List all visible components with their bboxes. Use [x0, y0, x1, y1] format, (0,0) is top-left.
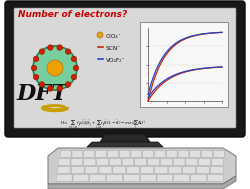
FancyBboxPatch shape — [148, 159, 160, 165]
FancyBboxPatch shape — [84, 151, 95, 157]
FancyBboxPatch shape — [199, 159, 210, 165]
FancyBboxPatch shape — [127, 167, 140, 173]
FancyBboxPatch shape — [143, 151, 154, 157]
FancyBboxPatch shape — [166, 151, 177, 157]
FancyBboxPatch shape — [5, 1, 245, 137]
Polygon shape — [100, 134, 150, 142]
FancyBboxPatch shape — [214, 151, 224, 157]
FancyBboxPatch shape — [141, 167, 154, 173]
Circle shape — [73, 65, 79, 71]
Circle shape — [97, 32, 103, 38]
FancyBboxPatch shape — [190, 175, 206, 181]
Circle shape — [71, 56, 77, 62]
FancyBboxPatch shape — [154, 167, 168, 173]
Circle shape — [31, 65, 37, 71]
Circle shape — [33, 56, 39, 62]
FancyBboxPatch shape — [85, 167, 98, 173]
FancyBboxPatch shape — [119, 151, 130, 157]
Circle shape — [65, 82, 71, 87]
Text: SCN⁻: SCN⁻ — [106, 46, 122, 51]
FancyBboxPatch shape — [71, 159, 83, 165]
FancyBboxPatch shape — [124, 175, 139, 181]
Text: Number of electrons?: Number of electrons? — [18, 10, 127, 19]
FancyBboxPatch shape — [157, 175, 173, 181]
FancyBboxPatch shape — [96, 151, 106, 157]
FancyBboxPatch shape — [210, 167, 223, 173]
FancyBboxPatch shape — [135, 159, 147, 165]
Text: VO₂F₂⁻: VO₂F₂⁻ — [106, 58, 126, 63]
FancyBboxPatch shape — [14, 8, 236, 128]
Circle shape — [57, 45, 62, 50]
Circle shape — [47, 60, 63, 76]
FancyBboxPatch shape — [160, 159, 172, 165]
FancyBboxPatch shape — [182, 167, 196, 173]
FancyBboxPatch shape — [131, 151, 142, 157]
FancyBboxPatch shape — [178, 151, 189, 157]
FancyBboxPatch shape — [57, 167, 70, 173]
FancyBboxPatch shape — [109, 159, 121, 165]
Circle shape — [39, 82, 45, 87]
Text: $H = \sum_{i<j,\sigma} f_{ij}\hat{d}_{i}\hat{S}_{i}\hat{S}_{j} + \sum_{i,j\sigma: $H = \sum_{i<j,\sigma} f_{ij}\hat{d}_{i}… — [60, 118, 146, 132]
FancyBboxPatch shape — [107, 151, 118, 157]
FancyBboxPatch shape — [208, 175, 223, 181]
FancyBboxPatch shape — [106, 175, 122, 181]
Text: DFT: DFT — [17, 83, 68, 105]
FancyBboxPatch shape — [174, 175, 190, 181]
FancyBboxPatch shape — [122, 159, 134, 165]
FancyBboxPatch shape — [60, 151, 71, 157]
FancyBboxPatch shape — [72, 151, 83, 157]
Bar — [140, 22, 228, 107]
Polygon shape — [48, 148, 236, 184]
FancyBboxPatch shape — [96, 159, 108, 165]
Polygon shape — [87, 142, 163, 147]
FancyBboxPatch shape — [58, 159, 70, 165]
Circle shape — [48, 45, 53, 50]
FancyBboxPatch shape — [140, 175, 156, 181]
FancyBboxPatch shape — [190, 151, 201, 157]
FancyBboxPatch shape — [113, 167, 126, 173]
FancyBboxPatch shape — [90, 175, 106, 181]
FancyBboxPatch shape — [84, 159, 96, 165]
Circle shape — [71, 74, 77, 80]
Polygon shape — [48, 176, 236, 189]
FancyBboxPatch shape — [154, 151, 165, 157]
Circle shape — [33, 74, 39, 80]
FancyBboxPatch shape — [71, 167, 84, 173]
FancyBboxPatch shape — [186, 159, 198, 165]
FancyBboxPatch shape — [99, 167, 112, 173]
Circle shape — [48, 86, 53, 91]
FancyBboxPatch shape — [56, 175, 72, 181]
Circle shape — [33, 46, 77, 90]
FancyBboxPatch shape — [168, 167, 181, 173]
FancyBboxPatch shape — [73, 175, 89, 181]
FancyBboxPatch shape — [173, 159, 185, 165]
Circle shape — [57, 86, 62, 91]
Text: ClO₄⁻: ClO₄⁻ — [106, 34, 122, 39]
FancyBboxPatch shape — [202, 151, 212, 157]
Circle shape — [65, 49, 71, 54]
FancyBboxPatch shape — [196, 167, 209, 173]
Circle shape — [39, 49, 45, 54]
FancyBboxPatch shape — [212, 159, 223, 165]
